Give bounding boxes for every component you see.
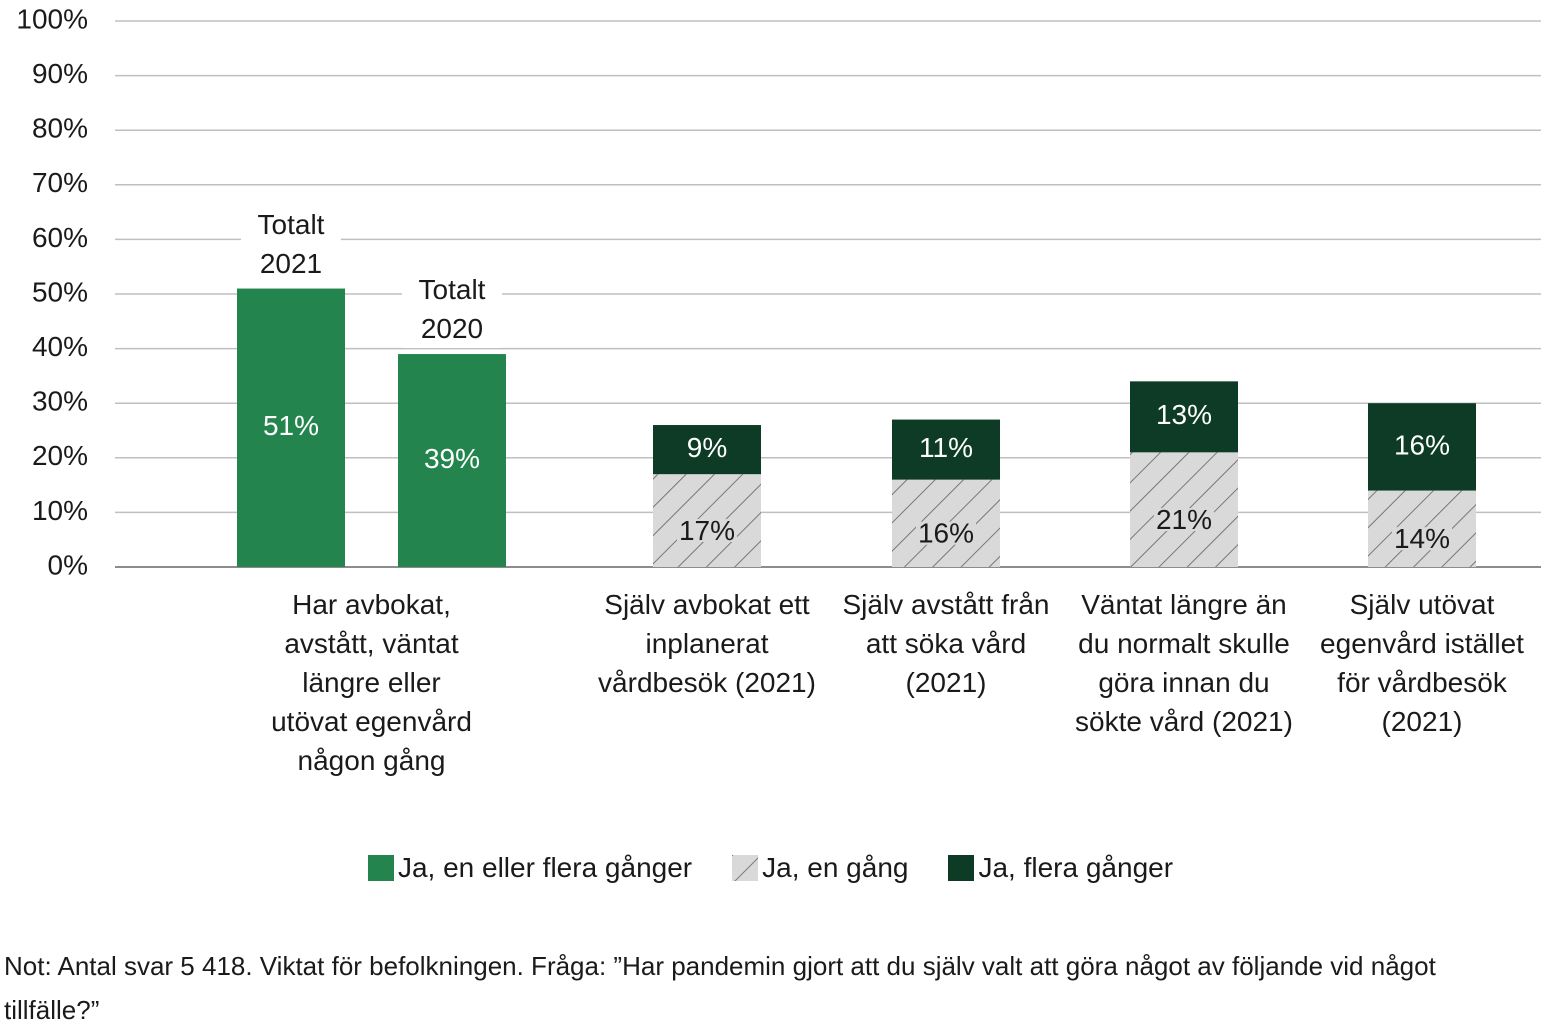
y-tick-label: 0% [48,549,88,580]
bar [1368,403,1476,491]
legend-swatch-fill [367,855,394,881]
bar [653,425,761,475]
bar-annotation: Totalt 2020 [402,270,502,349]
x-tick-label: Själv utövat egenvård istället för vårdb… [1320,589,1524,737]
bar [892,419,1000,480]
x-tick-label: Har avbokat, avstått, väntat längre elle… [271,589,472,776]
value-label: 39% [424,443,480,474]
value-label: 11% [919,432,973,463]
legend-label: Ja, en eller flera gånger [397,852,693,883]
legend-swatch [732,855,759,881]
legend-item: Ja, en eller flera gånger [367,852,693,884]
y-tick-label: 90% [32,58,88,89]
y-tick-label: 20% [32,440,88,471]
value-label: 16% [1394,429,1450,460]
value-label-bg [1391,527,1453,551]
legend-item: Ja, en gång [732,852,908,884]
y-tick-label: 100% [16,3,88,34]
value-label: 21% [1156,504,1212,535]
legend-swatch [367,855,394,881]
bar-annotation: Totalt 2021 [241,204,341,283]
value-label: 14% [1394,523,1450,554]
legend-label: Ja, en gång [762,852,909,883]
legend-swatch-fill [948,855,975,881]
y-tick-label: 50% [32,276,88,307]
value-label-bg [676,518,738,542]
y-tick-label: 80% [32,113,88,144]
value-label: 51% [263,410,319,441]
legend: Ja, en eller flera gånger Ja, en gång Ja, … [0,852,1541,884]
value-label-bg [915,521,977,545]
value-label: 17% [679,515,735,546]
value-label: 13% [1156,399,1212,430]
y-tick-label: 10% [32,495,88,526]
legend-label: Ja, flera gånger [978,852,1174,883]
note: Not: Antal svar 5 418. Viktat för befolk… [4,951,1436,1025]
y-tick-label: 60% [32,222,88,253]
y-tick-label: 30% [32,386,88,417]
x-tick-label: Väntat längre än du normalt skulle göra … [1075,589,1293,737]
value-label: 16% [918,518,974,549]
bar [1130,381,1238,453]
y-tick-label: 70% [32,167,88,198]
bar [398,354,506,567]
value-label-bg [1153,508,1215,532]
x-tick-label: Själv avstått från att söka vård (2021) [842,589,1050,698]
y-tick-label: 40% [32,331,88,362]
value-label: 9% [687,432,727,463]
legend-swatch-fill [732,855,759,881]
legend-item: Ja, flera gånger [948,852,1173,884]
x-tick-label: Själv avbokat ett inplanerat vårdbesök (… [598,589,816,698]
bar [237,288,345,567]
legend-swatch [948,855,975,881]
